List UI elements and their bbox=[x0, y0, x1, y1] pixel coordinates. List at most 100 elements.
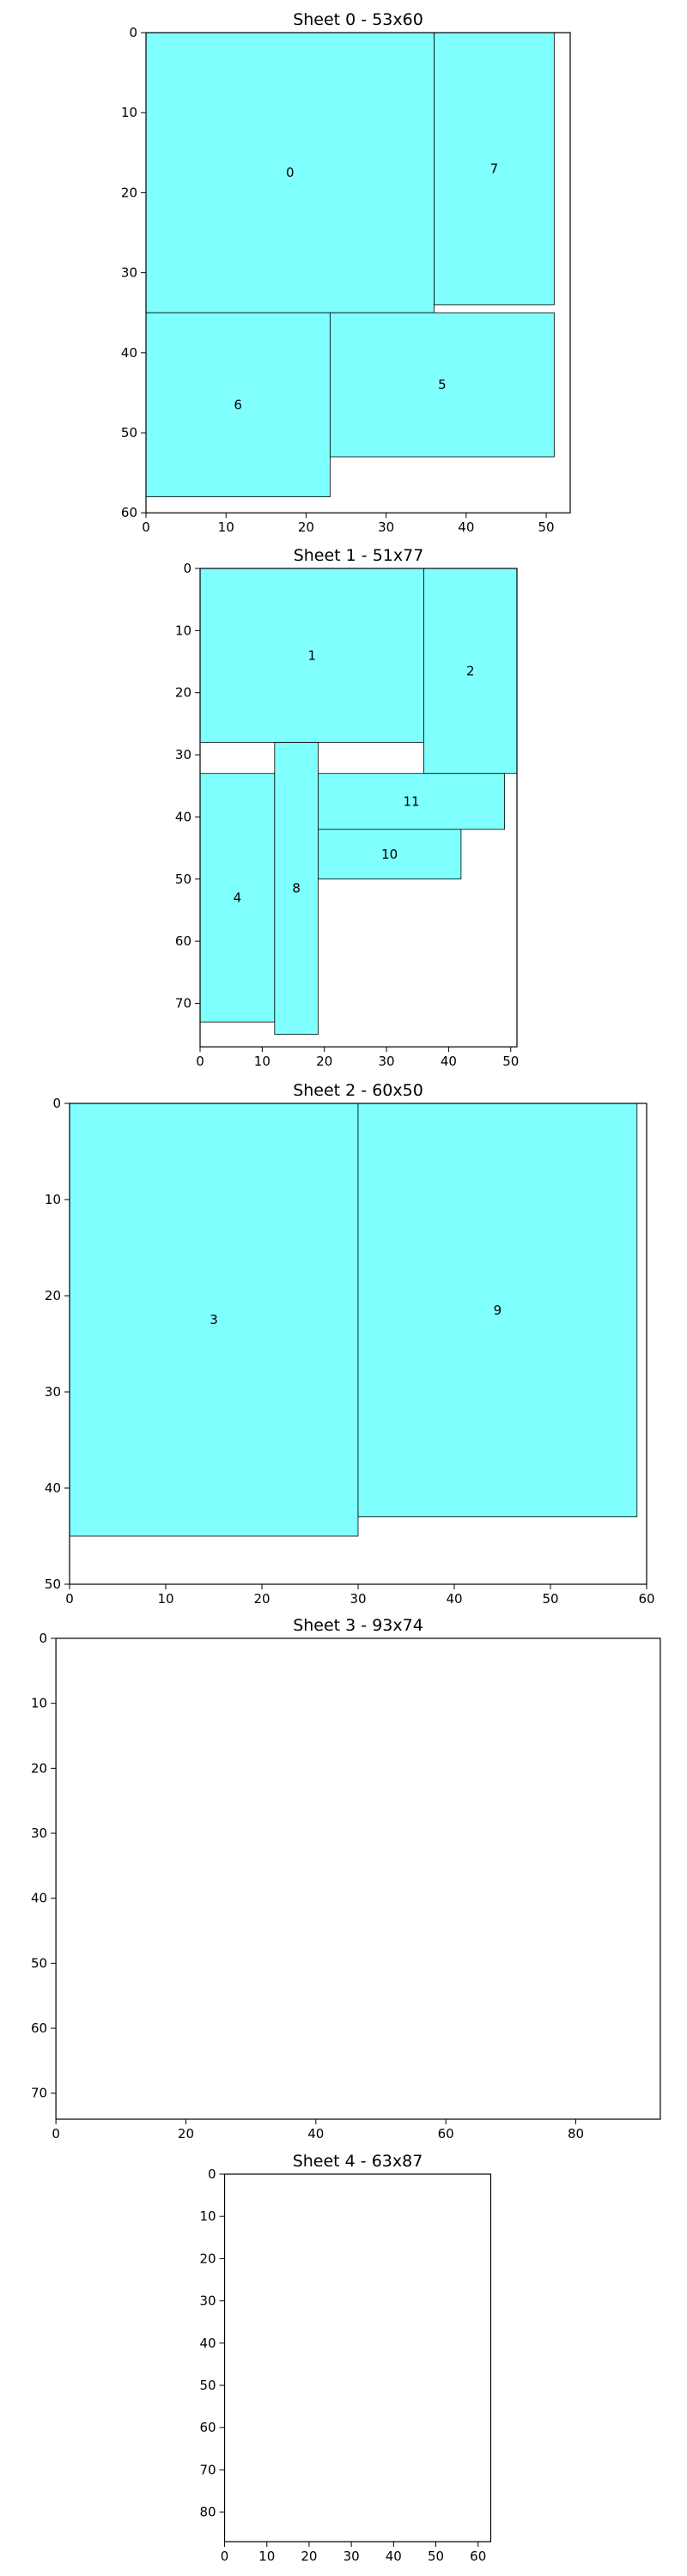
y-tick-label: 0 bbox=[183, 561, 192, 576]
piece-label: 5 bbox=[438, 377, 447, 392]
y-tick-label: 10 bbox=[121, 105, 137, 120]
piece-label: 7 bbox=[490, 161, 499, 176]
y-tick-label: 70 bbox=[175, 995, 192, 1011]
piece-1 bbox=[199, 568, 424, 743]
sheet-3: Sheet 3 - 93x74 0 20 40 60 80 0 10 20 30 40 50 60 70 bbox=[31, 1616, 661, 2142]
piece-2 bbox=[423, 568, 518, 775]
x-tick-label: 20 bbox=[253, 1591, 270, 1607]
y-tick-label: 60 bbox=[175, 933, 192, 949]
sheet-frame bbox=[199, 568, 518, 1048]
x-tick-label: 40 bbox=[386, 2549, 402, 2564]
y-tick-label: 0 bbox=[40, 1631, 48, 1646]
y-tick-label: 0 bbox=[129, 25, 137, 40]
y-tick-label: 10 bbox=[31, 1696, 47, 1711]
piece-3 bbox=[69, 1103, 359, 1537]
x-tick-label: 50 bbox=[538, 519, 554, 535]
sheet-title: Sheet 3 - 93x74 bbox=[293, 1616, 423, 1635]
piece-10 bbox=[318, 829, 462, 880]
x-tick-label: 0 bbox=[196, 1054, 204, 1069]
x-tick-label: 40 bbox=[458, 519, 474, 535]
y-tick-label: 20 bbox=[175, 685, 192, 701]
y-tick-label: 60 bbox=[121, 505, 137, 520]
x-tick-label: 10 bbox=[254, 1054, 271, 1069]
x-tick-label: 20 bbox=[298, 519, 314, 535]
y-tick-label: 10 bbox=[45, 1192, 61, 1207]
x-tick-label: 10 bbox=[258, 2549, 275, 2564]
piece-label: 6 bbox=[234, 397, 242, 412]
y-tick-label: 70 bbox=[31, 2086, 47, 2101]
y-tick-label: 50 bbox=[45, 1577, 61, 1592]
y-tick-label: 30 bbox=[175, 747, 192, 762]
x-tick-label: 50 bbox=[542, 1591, 558, 1607]
piece-9 bbox=[357, 1103, 638, 1518]
x-tick-label: 30 bbox=[379, 1054, 395, 1069]
x-tick-label: 40 bbox=[441, 1054, 457, 1069]
y-tick-label: 50 bbox=[121, 425, 137, 440]
y-tick-label: 20 bbox=[31, 1760, 47, 1776]
x-tick-label: 20 bbox=[301, 2549, 317, 2564]
sheet-title: Sheet 0 - 53x60 bbox=[293, 10, 423, 29]
piece-label: 0 bbox=[286, 165, 295, 180]
y-tick-label: 20 bbox=[199, 2251, 216, 2266]
y-tick-label: 80 bbox=[199, 2505, 216, 2520]
x-tick-label: 0 bbox=[65, 1591, 74, 1607]
y-tick-label: 40 bbox=[31, 1891, 47, 1906]
x-tick-label: 0 bbox=[221, 2549, 229, 2564]
x-tick-label: 50 bbox=[428, 2549, 444, 2564]
sheet-title: Sheet 2 - 60x50 bbox=[293, 1081, 423, 1100]
y-tick-label: 50 bbox=[199, 2378, 216, 2393]
y-tick-label: 40 bbox=[199, 2336, 216, 2351]
piece-label: 2 bbox=[466, 663, 475, 678]
sheet-title: Sheet 4 - 63x87 bbox=[293, 2152, 423, 2171]
x-tick-label: 20 bbox=[178, 2126, 194, 2142]
y-tick-label: 30 bbox=[31, 1826, 47, 1841]
piece-8 bbox=[274, 742, 319, 1036]
sheet-2: Sheet 2 - 60x50 3 9 0 10 20 30 40 50 60 0 10 20 30 40 5… bbox=[45, 1081, 655, 1607]
sheet-title: Sheet 1 - 51x77 bbox=[294, 546, 424, 565]
x-tick-label: 30 bbox=[350, 1591, 366, 1607]
piece-6 bbox=[145, 312, 331, 498]
y-tick-label: 10 bbox=[199, 2208, 216, 2224]
sheet-4: Sheet 4 - 63x87 0 10 20 30 40 50 60 0 10 20 30 40 50 6… bbox=[199, 2152, 492, 2564]
x-tick-label: 60 bbox=[638, 1591, 654, 1607]
sheet-1: Sheet 1 - 51x77 1 2 4 8 11 10 0 10 20 30 40 50 0 10 20 3… bbox=[175, 546, 519, 1069]
x-tick-label: 60 bbox=[438, 2126, 454, 2142]
sheet-frame bbox=[55, 1637, 661, 2120]
piece-5 bbox=[329, 312, 555, 458]
x-tick-label: 30 bbox=[378, 519, 394, 535]
y-tick-label: 30 bbox=[45, 1384, 61, 1400]
piece-label: 9 bbox=[494, 1303, 502, 1318]
x-tick-label: 40 bbox=[307, 2126, 324, 2142]
piece-0 bbox=[145, 32, 435, 313]
y-tick-label: 20 bbox=[121, 185, 137, 200]
y-tick-label: 50 bbox=[31, 1955, 47, 1971]
y-tick-label: 30 bbox=[199, 2293, 216, 2309]
y-tick-label: 70 bbox=[199, 2462, 216, 2477]
y-tick-label: 40 bbox=[121, 345, 137, 361]
piece-label: 10 bbox=[381, 847, 398, 862]
x-tick-label: 0 bbox=[52, 2126, 60, 2142]
y-tick-label: 0 bbox=[52, 1096, 61, 1111]
x-tick-label: 10 bbox=[157, 1591, 173, 1607]
y-tick-label: 0 bbox=[208, 2166, 216, 2182]
y-tick-label: 60 bbox=[199, 2420, 216, 2435]
y-tick-label: 40 bbox=[175, 809, 192, 824]
y-tick-label: 60 bbox=[31, 2020, 47, 2036]
x-tick-label: 40 bbox=[446, 1591, 462, 1607]
piece-11 bbox=[318, 773, 505, 830]
piece-label: 11 bbox=[403, 793, 419, 809]
x-tick-label: 20 bbox=[316, 1054, 332, 1069]
piece-label: 8 bbox=[292, 881, 301, 896]
y-tick-label: 20 bbox=[45, 1288, 61, 1303]
x-tick-label: 0 bbox=[142, 519, 150, 535]
y-tick-label: 10 bbox=[175, 623, 192, 638]
y-tick-label: 40 bbox=[45, 1480, 61, 1496]
y-tick-label: 30 bbox=[121, 265, 137, 281]
piece-label: 3 bbox=[210, 1312, 218, 1327]
piece-4 bbox=[199, 773, 276, 1023]
x-tick-label: 10 bbox=[218, 519, 234, 535]
sheet-frame bbox=[223, 2173, 492, 2543]
y-tick-label: 50 bbox=[175, 872, 192, 887]
